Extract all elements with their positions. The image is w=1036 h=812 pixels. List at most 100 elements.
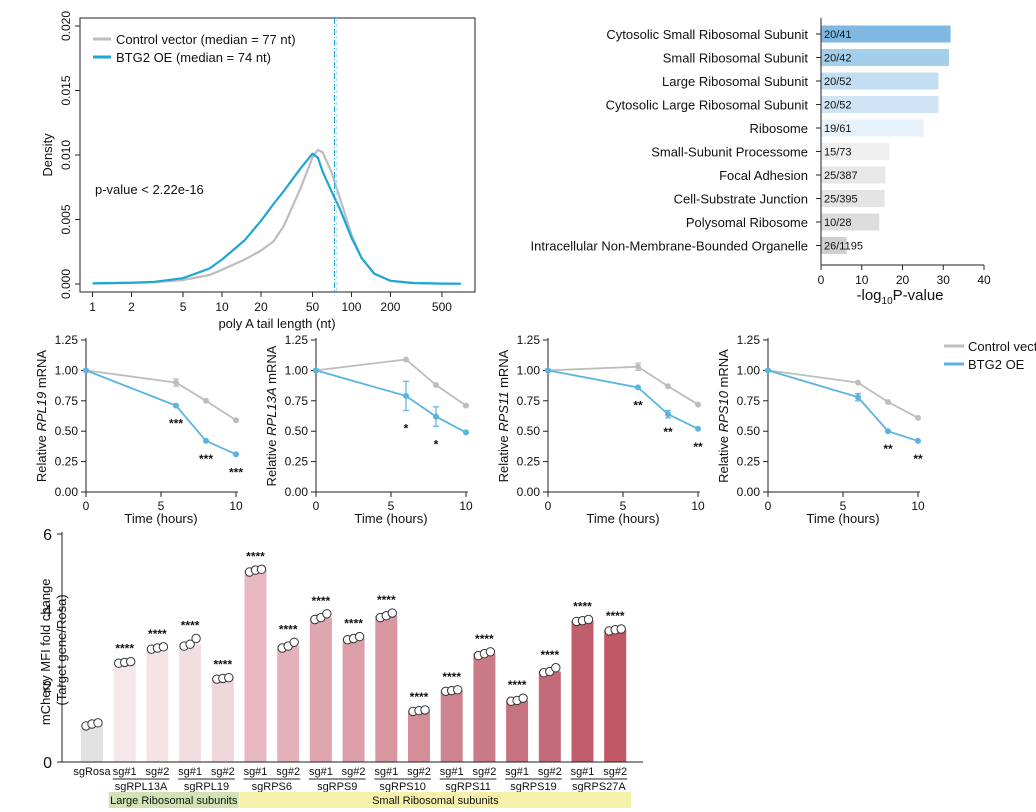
- decay-y-tick-label: 1.25: [285, 333, 309, 347]
- mfi-bar: [440, 690, 463, 762]
- density-x-tick-label: 10: [215, 300, 229, 314]
- decay-x-tick-label: 10: [911, 499, 925, 513]
- mfi-significance-marker: ****: [475, 632, 494, 646]
- decay-point-btg2: [855, 394, 861, 401]
- mfi-category-label: sg#2: [538, 766, 562, 778]
- significance-marker: *: [404, 422, 409, 436]
- mfi-replicate-point: [583, 614, 594, 625]
- mfi-gene-group-label: sgRPS10: [379, 781, 425, 793]
- go-bar: [821, 96, 939, 113]
- go-bar: [821, 143, 890, 160]
- mfi-subunit-group-label: Large Ribosomal subunits: [110, 795, 238, 807]
- mfi-replicate-point: [158, 642, 169, 652]
- decay-line-btg2: [85, 369, 237, 456]
- decay-x-tick-label: 5: [620, 499, 627, 513]
- mfi-significance-marker: ****: [181, 619, 200, 633]
- decay-point-control: [463, 402, 469, 409]
- mfi-gene-group-label: sgRPS6: [252, 781, 292, 793]
- decay-line-btg2: [547, 369, 699, 430]
- legend-label-control: Control vector (median = 77 nt): [116, 32, 296, 47]
- density-y-tick-label: 0.010: [59, 140, 73, 170]
- decay-point-btg2: [665, 411, 671, 418]
- mfi-bars: sgRosa **** sg#1 **** sg#2 **** sg#1 **** sg#2 **…: [73, 549, 627, 778]
- decay-line-control: [315, 358, 467, 407]
- decay-legend: Control vector BTG2 OE: [944, 339, 1036, 372]
- decay-point-control: [695, 401, 701, 408]
- go-x-axis-label-tail: P-value: [893, 287, 944, 304]
- density-x-tick-label: 100: [341, 300, 361, 314]
- mfi-replicate-point: [185, 639, 195, 649]
- go-bar-count: 15/73: [824, 147, 852, 159]
- decay-y-tick-label: 0.50: [285, 424, 309, 438]
- decay-x-tick-label: 0: [313, 499, 320, 513]
- go-x-tick-label: 20: [896, 273, 910, 287]
- density-y-ticks: 0.000 0.005 0.010 0.015 0.020: [59, 11, 80, 299]
- decay-y-tick-label: 0.00: [737, 485, 761, 499]
- decay-y-tick-label: 1.00: [285, 363, 309, 377]
- mfi-bar: [146, 648, 169, 762]
- density-lines: [92, 18, 461, 292]
- decay-point-btg2: [885, 428, 891, 435]
- density-x-tick-label: 20: [254, 300, 268, 314]
- decay-y-axis-label-prefix: Relative: [716, 432, 731, 483]
- decay-y-axis-label-prefix: Relative: [34, 432, 49, 483]
- decay-y-tick-label: 0.25: [517, 455, 541, 469]
- decay-point-btg2: [545, 367, 551, 374]
- decay-point-control: [915, 414, 921, 421]
- legend-label-btg2: BTG2 OE (median = 74 nt): [116, 50, 271, 65]
- go-x-tick-label: 40: [977, 273, 991, 287]
- decay-y-axis-label-prefix: Relative: [496, 432, 511, 483]
- mfi-gene-group-label: sgRPL19: [184, 781, 229, 793]
- decay-x-tick-label: 10: [229, 499, 243, 513]
- go-x-axis-label-sub: 10: [882, 296, 894, 307]
- mfi-bar: [211, 678, 234, 762]
- mfi-y-tick-label: 4: [43, 603, 52, 620]
- go-bar: [821, 49, 949, 66]
- mfi-replicate-point: [616, 624, 626, 634]
- density-y-tick-label: 0.015: [59, 75, 73, 105]
- go-category-label: Focal Adhesion: [719, 168, 808, 183]
- mfi-category-label: sg#2: [211, 766, 235, 778]
- mfi-y-tick-label: 0: [43, 755, 52, 772]
- significance-marker: **: [913, 452, 923, 466]
- decay-y-axis-label-gene: RPS10: [716, 390, 731, 432]
- go-category-label: Intracellular Non-Membrane-Bounded Organ…: [531, 239, 808, 254]
- mfi-category-label: sg#2: [407, 766, 431, 778]
- go-bar: [821, 72, 939, 90]
- decay-y-tick-label: 1.00: [55, 363, 79, 377]
- rpl13a-plot: 0.00 0.25 0.50 0.75 1.00 1.25 0 5 10 Time (hours)…: [264, 333, 473, 526]
- mfi-subunit-group-band: [108, 792, 239, 808]
- decay-x-tick-label: 5: [840, 499, 847, 513]
- mfi-significance-marker: ****: [312, 594, 331, 608]
- decay-point-control: [233, 417, 239, 424]
- decay-x-tick-label: 10: [691, 499, 705, 513]
- density-y-axis-label: Density: [40, 133, 55, 177]
- go-bar: [821, 190, 885, 207]
- mfi-y-axis-label-line2: (Target gene/Rosa): [54, 594, 69, 705]
- decay-point-control: [855, 379, 861, 386]
- decay-point-control: [403, 356, 409, 363]
- mfi-category-label: sg#1: [113, 766, 137, 778]
- go-bar-count: 20/52: [824, 100, 852, 112]
- mfi-bar: [309, 617, 332, 762]
- mfi-gene-group-label: sgRPS27A: [572, 781, 626, 793]
- decay-y-tick-label: 0.75: [285, 394, 309, 408]
- decay-y-tick-label: 0.25: [737, 455, 761, 469]
- decay-point-btg2: [233, 451, 239, 458]
- mfi-bar: [277, 646, 300, 762]
- mfi-significance-marker: ****: [246, 549, 265, 563]
- go-bars: 20/41 20/42 20/52 20/52 19/61 15/73 25/387 25/3…: [821, 25, 951, 254]
- mfi-y-tick-label: 6: [43, 527, 52, 544]
- mfi-bar: [571, 620, 594, 762]
- rpl19-plot: 0.00 0.25 0.50 0.75 1.00 1.25 0 5 10 Time (hours)…: [34, 333, 243, 526]
- density-x-tick-label: 50: [306, 300, 320, 314]
- density-legend: Control vector (median = 77 nt) BTG2 OE …: [93, 32, 296, 65]
- decay-y-tick-label: 1.25: [517, 333, 541, 347]
- go-category-label: Small Ribosomal Subunit: [663, 51, 809, 66]
- decay-y-axis-label-suffix: mRNA: [264, 345, 279, 387]
- mfi-replicate-point: [551, 663, 561, 673]
- mfi-significance-marker: ****: [410, 690, 429, 704]
- mfi-bar: [375, 615, 398, 762]
- decay-line-control: [85, 369, 237, 422]
